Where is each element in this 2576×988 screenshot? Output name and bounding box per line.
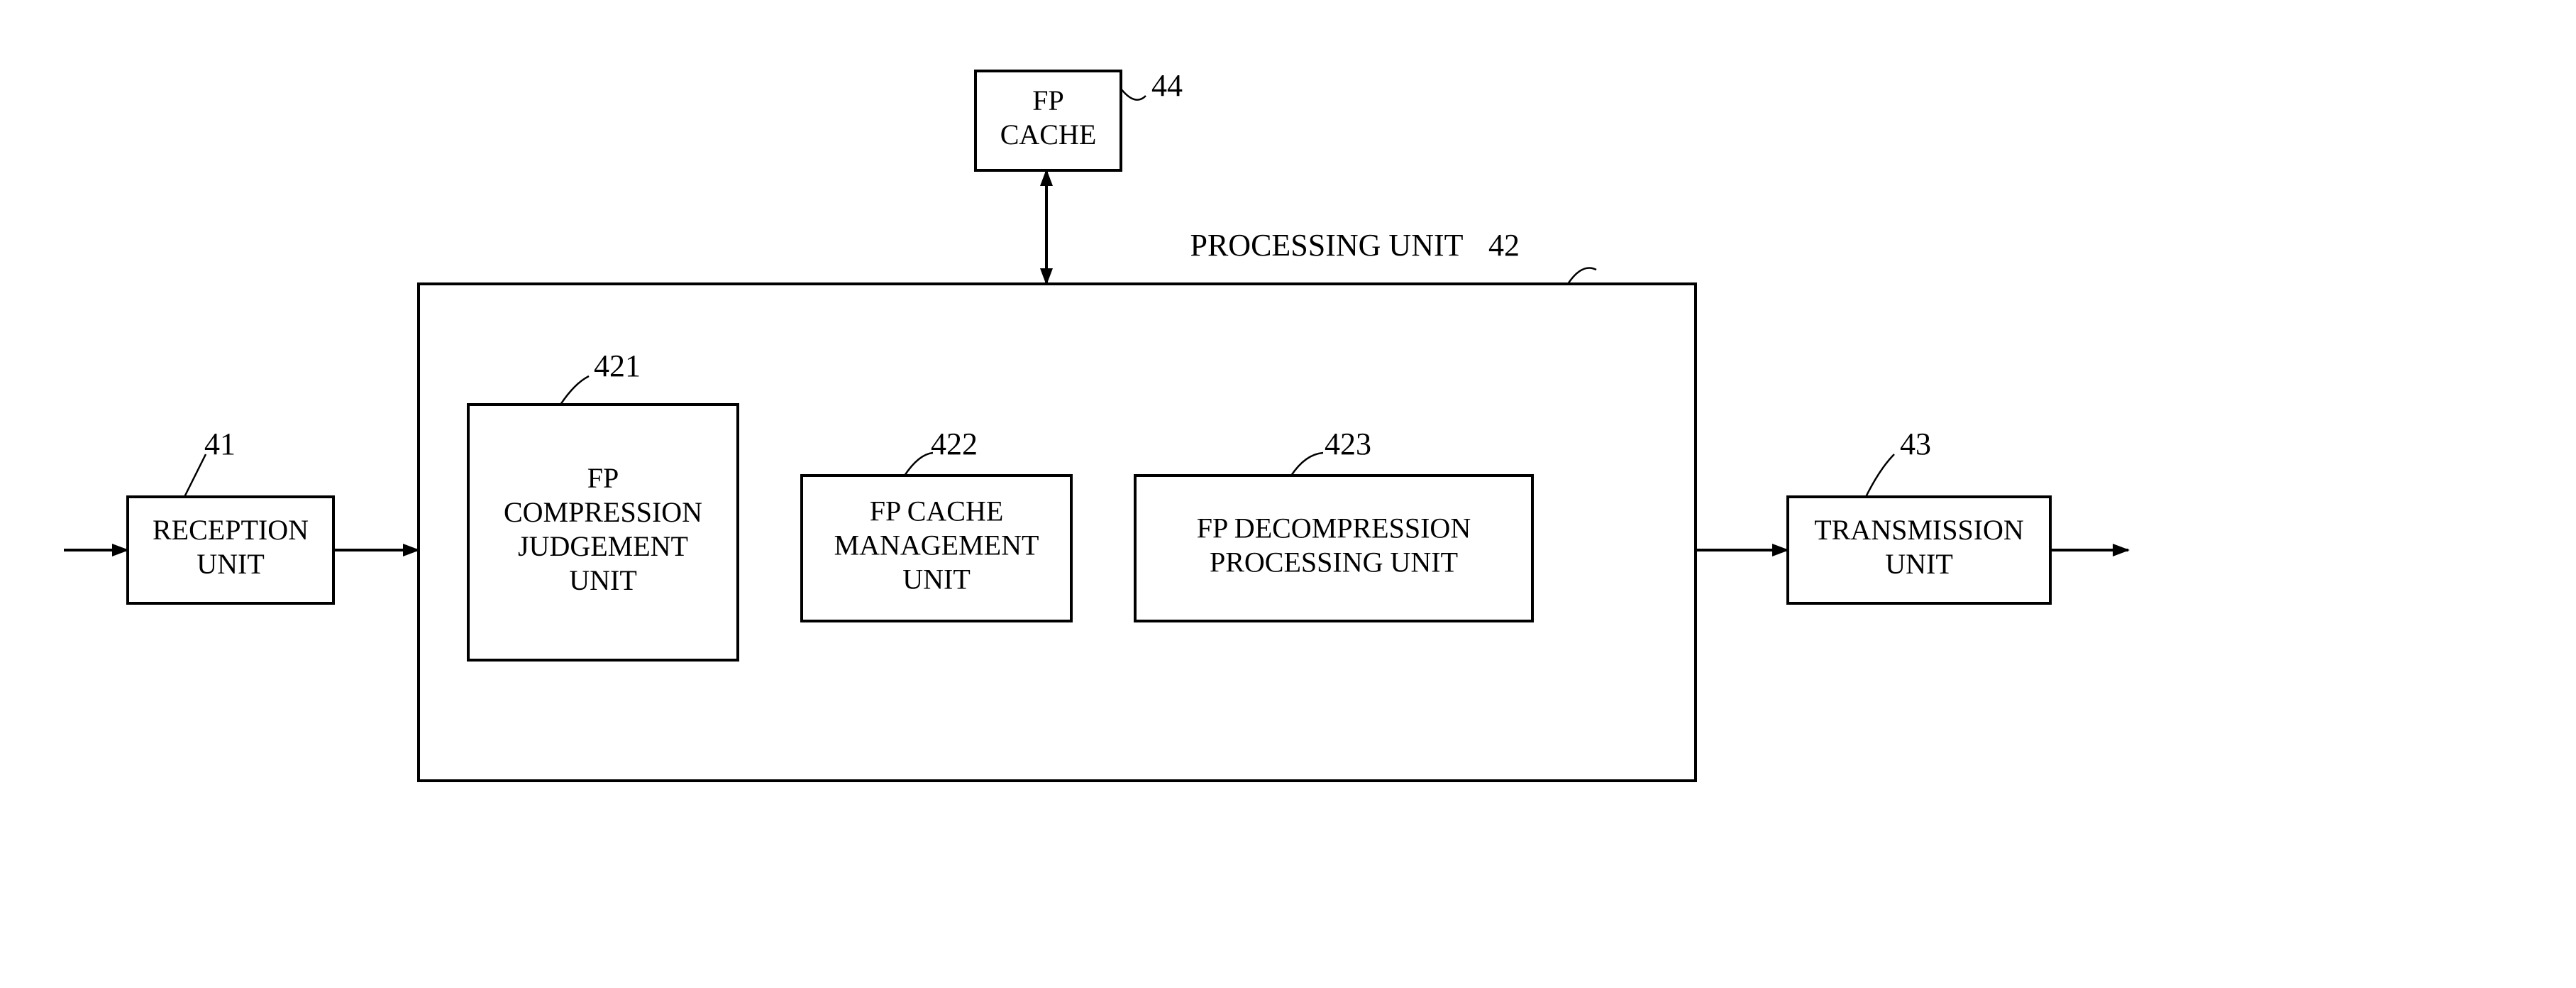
fp-compression-ref: 421: [594, 348, 641, 383]
processing-unit-ref: 42: [1488, 228, 1520, 263]
fp-cache-mgmt-line-2: UNIT: [902, 564, 971, 595]
transmission-line-0: TRANSMISSION: [1814, 514, 2024, 546]
fp-decompression-line-1: PROCESSING UNIT: [1210, 547, 1458, 578]
fp-compression-line-0: FP: [587, 462, 619, 494]
fp-cache-mgmt-line-1: MANAGEMENT: [834, 529, 1039, 561]
fp-compression-line-3: UNIT: [569, 564, 637, 596]
fp-cache-mgmt-line-0: FP CACHE: [870, 495, 1004, 527]
reception-line-0: RECEPTION: [153, 514, 309, 546]
processing-unit-leader: [1568, 268, 1596, 285]
fp-cache-line-1: CACHE: [1000, 119, 1097, 150]
fp-cache-leader: [1121, 89, 1146, 100]
fp-cache-ref: 44: [1151, 68, 1183, 103]
reception-leader: [184, 454, 206, 497]
fp-decompression-ref: 423: [1325, 427, 1371, 461]
processing-unit-title: PROCESSING UNIT: [1190, 228, 1463, 263]
block-diagram: FPCACHERECEPTIONUNITFPCOMPRESSIONJUDGEME…: [0, 0, 2576, 988]
fp-compression-line-2: JUDGEMENT: [518, 530, 688, 562]
fp-cache-mgmt-ref: 422: [931, 427, 978, 461]
fp-decompression-line-0: FP DECOMPRESSION: [1197, 512, 1471, 544]
fp-compression-line-1: COMPRESSION: [504, 496, 702, 528]
transmission-ref: 43: [1900, 427, 1931, 461]
reception-line-1: UNIT: [197, 548, 265, 580]
transmission-line-1: UNIT: [1885, 548, 1953, 580]
fp-cache-line-0: FP: [1032, 84, 1064, 116]
reception-ref: 41: [204, 427, 236, 461]
transmission-leader: [1866, 454, 1894, 497]
